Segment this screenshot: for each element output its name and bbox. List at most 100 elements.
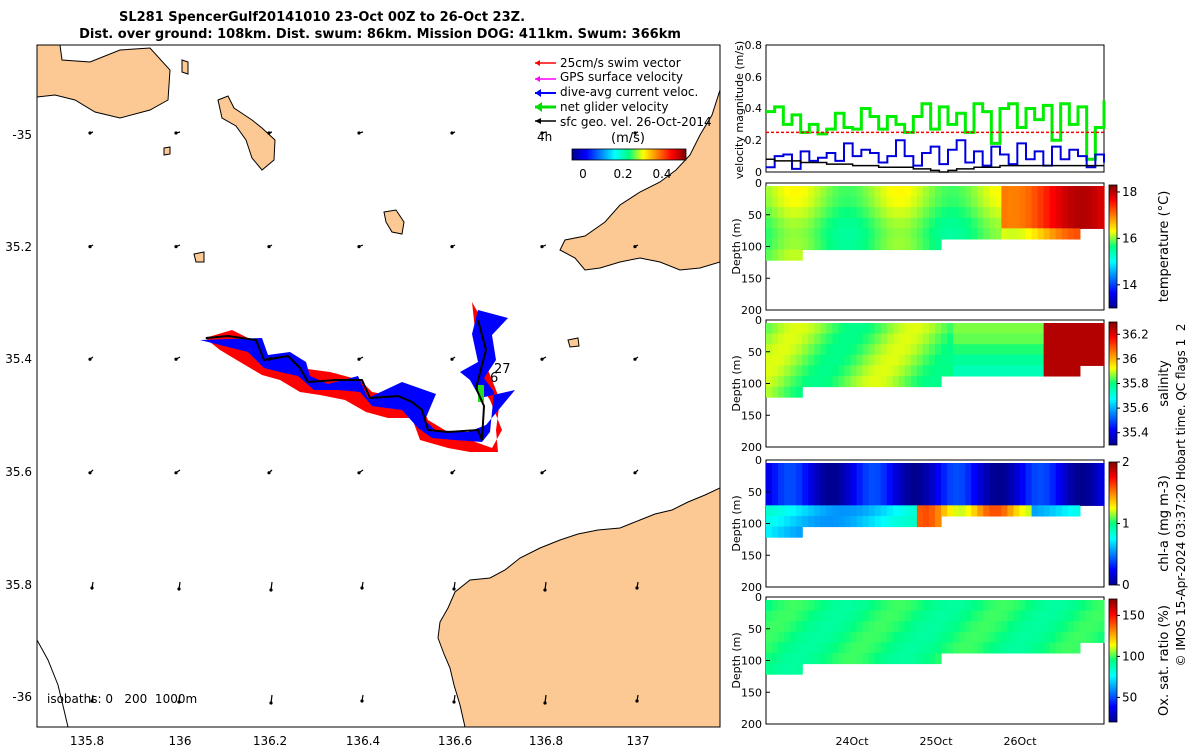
legend-item-sfc-geo: sfc geo. vel. 26-Oct-2014 <box>535 115 712 129</box>
section-cell <box>820 473 827 485</box>
section-cell <box>977 631 984 643</box>
section-cell <box>1043 196 1051 208</box>
section-cell <box>1019 621 1027 633</box>
section-cell <box>892 600 900 612</box>
section-cell <box>802 344 809 356</box>
section-cell <box>874 323 882 335</box>
section-cell <box>1073 228 1081 240</box>
section-cell <box>965 217 972 229</box>
velocity-y-tick: 0.8 <box>745 39 763 52</box>
section-cell <box>814 217 821 229</box>
section-cell <box>947 621 954 633</box>
section-cell <box>959 196 966 208</box>
section-cell <box>916 228 924 240</box>
section-cell <box>922 228 930 240</box>
section-cell <box>844 333 852 345</box>
section-y-tick: 150 <box>741 409 762 422</box>
section-cell <box>983 505 990 517</box>
section-cell <box>910 600 918 612</box>
section-cell <box>862 207 870 219</box>
section-cell <box>904 484 912 496</box>
section-cell <box>880 505 888 517</box>
section-cell <box>1079 344 1087 356</box>
section-cell <box>953 354 960 366</box>
section-cell <box>947 354 954 366</box>
section-cell <box>959 207 966 219</box>
section-cell <box>886 505 894 517</box>
section-cell <box>904 505 912 517</box>
section-cell <box>953 217 960 229</box>
section-cell <box>935 621 942 633</box>
section-cell <box>850 323 858 335</box>
section-cell <box>838 228 846 240</box>
section-cell <box>1019 354 1027 366</box>
section-cell <box>892 610 900 622</box>
section-cell <box>802 207 809 219</box>
section-cell <box>874 652 882 665</box>
section-cell <box>886 344 894 356</box>
section-cell <box>959 621 966 633</box>
section-cell <box>947 505 954 517</box>
section-cell <box>922 365 930 377</box>
section-cell <box>856 365 864 377</box>
section-cell <box>1031 344 1039 356</box>
section-cell <box>796 365 803 377</box>
section-cell <box>880 238 888 251</box>
section-cell <box>1001 494 1009 506</box>
section-cell <box>868 365 876 377</box>
section-cell <box>880 196 888 208</box>
geo-arrow <box>90 581 94 590</box>
section-cell <box>820 484 827 496</box>
section-cell <box>1073 186 1081 198</box>
section-cell <box>868 610 876 622</box>
section-cell <box>959 631 966 643</box>
section-cell <box>965 621 972 633</box>
section-cell <box>1031 621 1039 633</box>
section-cell <box>1055 228 1063 240</box>
section-cell <box>880 631 888 643</box>
section-cell <box>941 473 948 485</box>
section-cell <box>1037 186 1045 198</box>
section-cell <box>790 249 797 261</box>
section-cell <box>1085 621 1093 633</box>
section-cell <box>826 484 833 496</box>
section-cell <box>1043 217 1051 229</box>
land-southwest-coast <box>37 639 69 727</box>
section-cell <box>1097 323 1105 335</box>
section-cell <box>941 196 948 208</box>
section-cell <box>1061 196 1069 208</box>
time-tick: 24Oct <box>835 735 869 748</box>
section-cell <box>922 463 930 475</box>
section-cell <box>862 652 870 665</box>
section-cell <box>826 217 833 229</box>
section-cell <box>1097 631 1105 643</box>
section-cell <box>892 473 900 485</box>
section-cell <box>838 238 846 251</box>
section-cell <box>953 463 960 475</box>
section-cell <box>922 323 930 335</box>
section-cell <box>814 344 821 356</box>
section-cell <box>772 186 779 198</box>
geo-arrow <box>88 469 94 475</box>
section-cell <box>892 207 900 219</box>
section-cell <box>850 196 858 208</box>
section-cell <box>953 600 960 612</box>
section-cell <box>802 494 809 506</box>
section-cell <box>778 600 785 612</box>
section-cell <box>1079 610 1087 622</box>
section-cell <box>898 217 906 229</box>
section-cell <box>977 365 984 377</box>
section-cell <box>838 473 846 485</box>
section-cell <box>1019 186 1027 198</box>
section-cell <box>874 344 882 356</box>
section-cell <box>898 600 906 612</box>
section-cell <box>1031 333 1039 345</box>
section-cell <box>941 365 948 377</box>
section-cell <box>880 207 888 219</box>
section-cell <box>778 249 785 261</box>
section-cell <box>1055 365 1063 377</box>
section-cell <box>977 323 984 335</box>
section-cell <box>953 621 960 633</box>
section-cell <box>856 652 864 665</box>
section-cell <box>1007 463 1015 475</box>
